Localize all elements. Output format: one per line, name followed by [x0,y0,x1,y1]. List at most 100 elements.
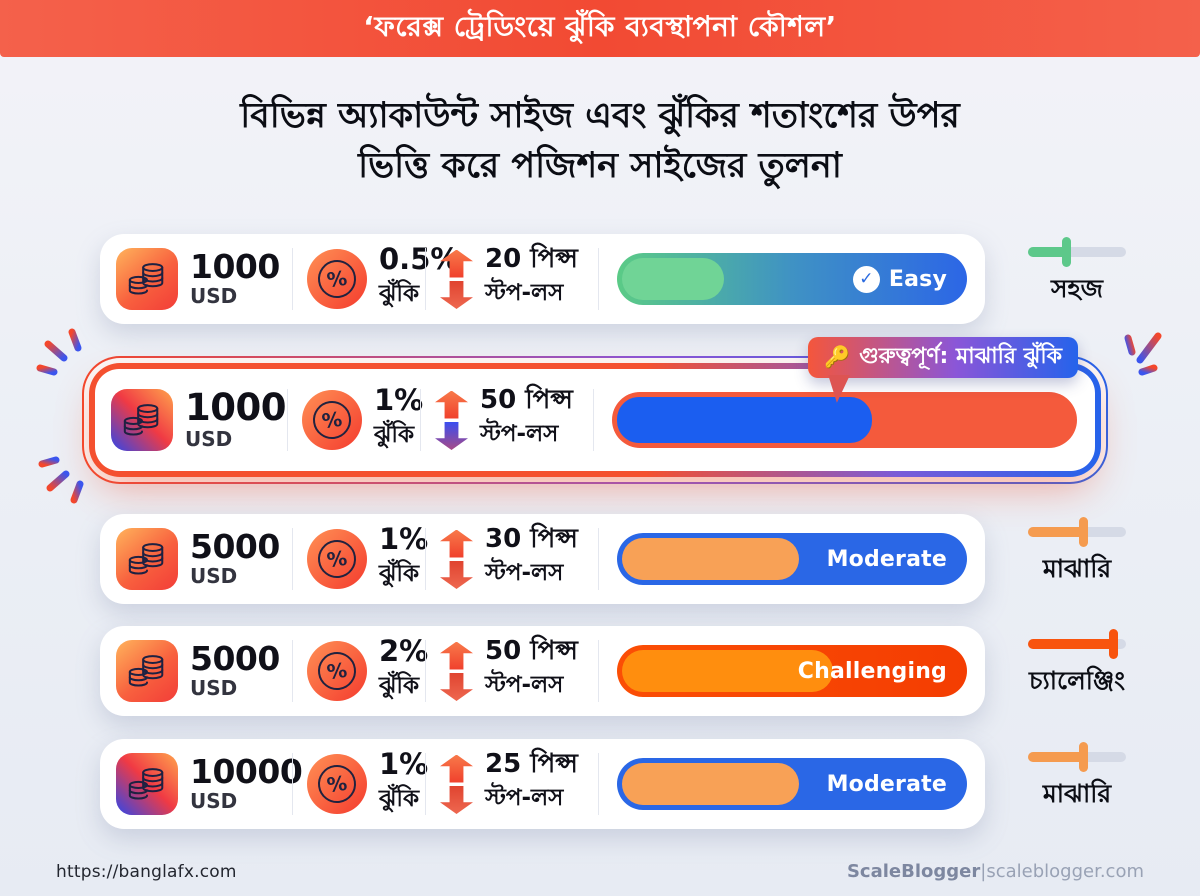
key-callout-badge: 🔑 গুরুত্বপূর্ণ: মাঝারি ঝুঁকি [808,337,1078,378]
column-divider [287,389,288,451]
comparison-row: 5000 USD % 1% ঝুঁকি [100,514,1143,604]
slider-thumb [1078,741,1088,772]
arrow-down-icon [440,786,473,814]
risk-label: ঝুঁকি [374,421,415,448]
percent-icon: % [307,249,367,309]
bar-fill [622,538,799,580]
slider-fill [1028,246,1068,257]
column-divider [425,248,426,310]
risk-slider [1028,628,1126,659]
position-size-bar: Moderate [617,533,967,585]
stop-loss-pips: 30 পিপ্স [485,524,578,555]
account-currency: USD [190,788,238,813]
arrow-up-icon [440,754,473,783]
risk-slider [1028,741,1126,772]
source-url: https://banglafx.com [56,862,237,882]
risk-slider-group: মাঝারি [1011,741,1143,817]
risk-slider-group: সহজ [1011,236,1143,312]
stop-loss-label: স্টপ-লস [480,420,559,447]
column-divider [598,248,599,310]
stop-loss-label: স্টপ-লস [485,784,564,811]
risk-label: ঝুঁকি [379,560,420,587]
column-divider [292,640,293,702]
bar-fill [617,397,872,443]
stop-loss-pips: 50 পিপ্স [480,385,573,416]
column-divider [593,389,594,451]
account-currency: USD [190,563,238,588]
banner-title: ‘ফরেক্স ট্রেডিংয়ে ঝুঁকি ব্যবস্থাপনা কৌশ… [363,10,837,43]
page-title: বিভিন্ন অ্যাকাউন্ট সাইজ এবং ঝুঁকির শতাংশ… [0,92,1200,191]
risk-level-label: সহজ [1050,273,1104,303]
slider-thumb [1109,628,1119,659]
arrow-up-icon [440,529,473,558]
risk-label: ঝুঁকি [379,280,420,307]
stop-loss-pips: 25 পিপ্স [485,749,578,780]
bar-fill [622,650,833,692]
risk-level-label: চ্যালেঞ্জিং [1029,665,1125,695]
account-currency: USD [190,283,238,308]
burst-decoration [36,328,82,376]
page-title-line1: বিভিন্ন অ্যাকাউন্ট সাইজ এবং ঝুঁকির শতাংশ… [240,96,960,136]
arrow-up-icon [435,390,468,419]
risk-percentage: 1% [379,747,429,782]
difficulty-label: Moderate [826,546,947,572]
stop-loss-label: স্টপ-লস [485,559,564,586]
account-amount: 1000 [185,386,286,430]
risk-level-label: মাঝারি [1042,553,1112,583]
brand-credit: ScaleBlogger|scaleblogger.com [847,861,1144,882]
bar-fill [622,763,799,805]
page-title-line2: ভিত্তি করে পজিশন সাইজের তুলনা [358,145,842,186]
account-currency: USD [185,426,233,451]
column-divider [598,753,599,815]
account-card: 1000 USD % 1% ঝুঁকি [95,369,1095,471]
brand-site: scaleblogger.com [986,861,1144,882]
account-card: 5000 USD % 2% ঝুঁকি [100,626,985,716]
risk-slider [1028,516,1126,547]
account-amount: 1000 [190,247,280,287]
arrow-down-icon [440,561,473,589]
coins-icon [116,248,178,310]
key-icon: 🔑 [824,345,851,369]
burst-decoration [38,456,84,504]
stop-loss-arrows-icon [440,249,473,309]
stop-loss-arrows-icon [440,754,473,814]
risk-level-label: মাঝারি [1042,778,1112,808]
account-amount: 5000 [190,527,280,567]
slider-thumb [1078,516,1088,547]
arrow-down-icon [440,281,473,309]
column-divider [425,528,426,590]
risk-label: ঝুঁকি [379,672,420,699]
coins-icon [111,389,173,451]
risk-percentage: 1% [379,522,429,557]
arrow-down-icon [440,673,473,701]
account-amount: 5000 [190,639,280,679]
stop-loss-arrows-icon [435,390,468,450]
comparison-row: 10000 USD % 1% ঝুঁকি [100,739,1143,829]
stop-loss-label: স্টপ-লস [485,671,564,698]
stop-loss-arrows-icon [440,529,473,589]
risk-label: ঝুঁকি [379,785,420,812]
arrow-up-icon [440,249,473,278]
percent-icon: % [307,754,367,814]
difficulty-label: Easy [888,266,947,292]
column-divider [425,753,426,815]
column-divider [598,640,599,702]
account-card: 1000 USD % 0.5% ঝুঁকি [100,234,985,324]
brand-separator: | [980,861,987,882]
coins-icon [116,640,178,702]
comparison-row: 1000 USD % 0.5% ঝুঁকি [100,234,1143,324]
position-size-bar: ✓ Easy [617,253,967,305]
column-divider [420,389,421,451]
check-icon: ✓ [852,265,880,293]
column-divider [598,528,599,590]
stop-loss-pips: 50 পিপ্স [485,636,578,667]
brand-name: ScaleBlogger [846,861,981,882]
slider-fill [1028,526,1084,537]
column-divider [292,753,293,815]
callout-text: গুরুত্বপূর্ণ: মাঝারি ঝুঁকি [859,344,1062,369]
column-divider [425,640,426,702]
arrow-up-icon [440,641,473,670]
slider-fill [1028,751,1084,762]
position-size-bar: Challenging [617,645,967,697]
